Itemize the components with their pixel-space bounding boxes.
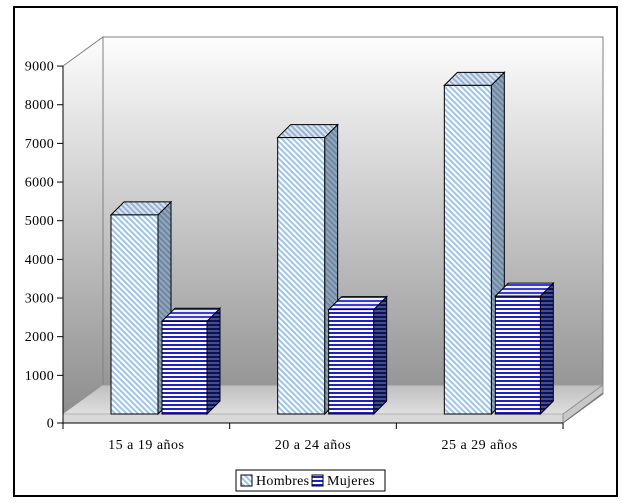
bars-group	[109, 71, 555, 416]
bar-hombres-2	[443, 84, 492, 415]
legend-label-hombres: Hombres	[256, 474, 309, 489]
y-tick-label: 4000	[25, 253, 54, 268]
y-tick-label: 3000	[25, 292, 54, 307]
category-label: 25 a 29 años	[441, 438, 517, 453]
x-axis-depth-line	[562, 392, 604, 424]
side-wall	[62, 36, 104, 424]
axis-labels-group: 0 1000 2000 3000 4000 5000 6000 7000 8000 9000 15 …	[25, 60, 518, 453]
bar-hombres-0	[110, 214, 159, 415]
legend-label-mujeres: Mujeres	[327, 474, 375, 489]
bar-side-mujeres-1	[373, 295, 388, 416]
bar-mujeres-0	[161, 320, 208, 415]
legend-swatch-hombres	[240, 474, 253, 487]
floor-front-edge	[63, 414, 563, 423]
y-tick-label: 7000	[25, 137, 54, 152]
legend-swatch-mujeres	[311, 474, 324, 487]
category-label: 15 a 19 años	[108, 438, 184, 453]
bar-mujeres-1	[328, 309, 375, 415]
y-tick-label: 6000	[25, 176, 54, 191]
y-tick-label: 2000	[25, 330, 54, 345]
floor-right-edge	[562, 384, 604, 424]
legend-box	[235, 469, 386, 492]
axes-group	[57, 65, 604, 429]
bar-side-mujeres-0	[206, 307, 221, 416]
y-tick-label: 8000	[25, 98, 54, 113]
bar-side-mujeres-2	[539, 281, 554, 416]
y-tick-label: 0	[47, 417, 54, 432]
bar-mujeres-2	[494, 295, 541, 415]
y-tick-label: 1000	[25, 369, 54, 384]
bar-hombres-1	[277, 137, 326, 415]
y-tick-label: 9000	[25, 60, 54, 75]
y-tick-label: 5000	[25, 214, 54, 229]
legend: Hombres Mujeres	[235, 469, 386, 492]
category-label: 20 a 24 años	[275, 438, 351, 453]
